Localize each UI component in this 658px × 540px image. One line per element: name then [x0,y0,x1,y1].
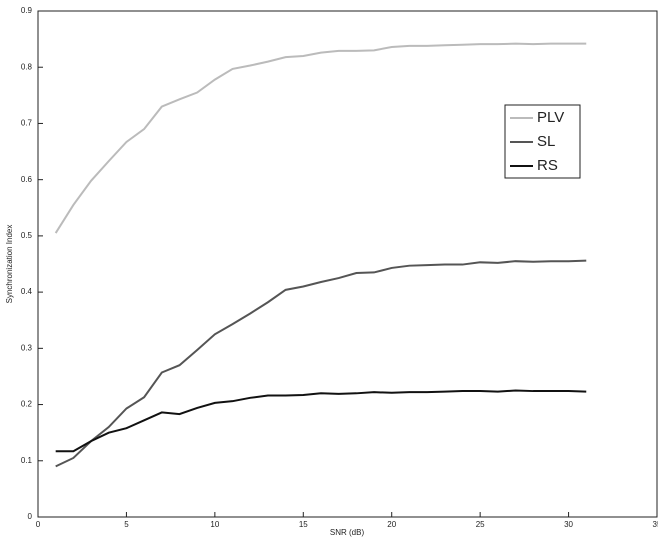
x-tick-label: 10 [210,520,219,529]
x-axis-label: SNR (dB) [330,528,365,537]
y-tick-label: 0 [28,512,33,521]
y-tick-label: 0.2 [21,400,33,409]
x-tick-label: 15 [299,520,308,529]
y-tick-label: 0.9 [21,6,33,15]
x-tick-label: 0 [36,520,41,529]
y-tick-label: 0.7 [21,119,33,128]
y-tick-label: 0.4 [21,287,33,296]
plot-frame [37,10,658,518]
series-line [54,42,587,234]
x-tick-label: 30 [564,520,573,529]
y-tick-label: 0.5 [21,231,33,240]
y-tick-label: 0.1 [21,456,33,465]
legend-label: RS [537,157,558,174]
x-tick-label: 35 [653,520,658,529]
x-tick-label: 25 [476,520,485,529]
series-line [55,389,587,453]
y-tick-label: 0.3 [21,343,33,352]
series-line [55,259,587,468]
legend-label: PLV [537,109,564,126]
y-tick-label: 0.8 [21,62,33,71]
legend: PLV SL RS [504,104,581,179]
x-tick-label: 5 [124,520,129,529]
y-tick-label: 0.6 [21,175,33,184]
legend-label: SL [537,133,555,150]
x-tick-label: 20 [387,520,396,529]
y-axis-label: Synchronization Index [5,225,14,304]
